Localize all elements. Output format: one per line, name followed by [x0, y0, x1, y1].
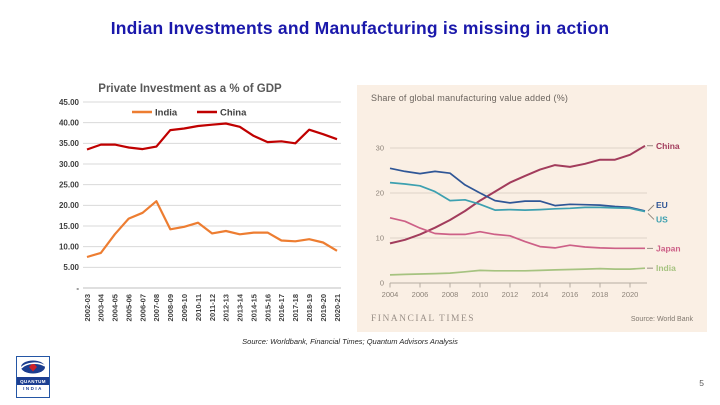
japan-line: [389, 216, 645, 250]
x-tick-label: 2015-16: [263, 294, 272, 322]
y-tick-label: 35.00: [59, 139, 80, 148]
private-investment-plot: - 5.00 10.00 15.00 20.00 25.00 30.00 35.00 40.00…: [59, 98, 342, 322]
page-number: 5: [699, 378, 704, 388]
x-tick-label: 2005-06: [124, 294, 133, 322]
quantum-swoosh-icon: [20, 360, 46, 374]
private-investment-chart-title: Private Investment as a % of GDP: [98, 83, 282, 95]
slide-title: Indian Investments and Manufacturing is …: [110, 18, 610, 38]
x-tick-label: 2008-09: [166, 294, 175, 322]
india-line: [86, 200, 338, 259]
y-tick-label: 5.00: [63, 263, 79, 272]
x-tick-label: 2012: [502, 290, 519, 299]
y-tick-label: 20.00: [59, 201, 80, 210]
y-tick-label: 10.00: [59, 242, 80, 251]
y-tick-label: 40.00: [59, 118, 80, 127]
series-label-eu: EU: [656, 200, 668, 210]
x-tick-label: 2016: [562, 290, 579, 299]
x-tick-label: 2012-13: [222, 294, 231, 322]
y-tick-label: 0: [380, 279, 384, 288]
source-note: Source: Worldbank, Financial Times; Quan…: [242, 337, 458, 346]
india-line: [389, 267, 646, 276]
x-tick-label: 2006-07: [138, 294, 147, 322]
x-tick-label: 2014-15: [249, 294, 258, 322]
label-tick-us: [647, 213, 655, 220]
x-tick-label: 2004: [382, 290, 399, 299]
quantum-logo-icon: [17, 357, 49, 377]
x-tick-label: 2010-11: [194, 294, 203, 321]
x-tick-label: 2010: [472, 290, 489, 299]
x-tick-label: 2013-14: [236, 293, 245, 321]
ft-chart-title: Share of global manufacturing value adde…: [371, 93, 569, 103]
x-tick-label: 2009-10: [180, 294, 189, 322]
x-tick-label: 2004-05: [111, 294, 120, 322]
y-tick-label: -: [76, 284, 79, 293]
x-tick-label: 2020-21: [333, 294, 342, 322]
y-tick-label: 20: [376, 189, 384, 198]
ft-source-label: Source: World Bank: [630, 316, 693, 323]
private-investment-chart: Private Investment as a % of GDP - 5.00 10…: [35, 80, 345, 342]
y-tick-label: 45.00: [59, 98, 80, 107]
x-tick-label: 2017-18: [291, 294, 300, 322]
series-label-india: India: [656, 263, 676, 273]
x-tick-label: 2020: [622, 290, 639, 299]
ft-manufacturing-plot: 0 10 20 30 2004 2006 2008 2010 2012 2014 2016 2018 2…: [376, 141, 681, 299]
y-tick-label: 30.00: [59, 160, 80, 169]
x-tick-label: 2006: [412, 290, 429, 299]
x-tick-label: 2002-03: [83, 294, 92, 322]
x-tick-label: 2018: [592, 290, 609, 299]
series-label-japan: Japan: [656, 243, 681, 253]
financial-times-wordmark: FINANCIAL TIMES: [371, 314, 476, 324]
x-tick-label: 2014: [532, 290, 549, 299]
y-tick-label: 25.00: [59, 180, 80, 189]
eu-line: [389, 167, 646, 212]
label-tick-eu: [647, 204, 655, 212]
legend-label-india: India: [155, 108, 178, 119]
us-line: [389, 181, 646, 213]
x-tick-label: 2019-20: [319, 294, 328, 322]
series-label-china: China: [656, 141, 680, 151]
quantum-logo-country: INDIA: [23, 386, 43, 391]
ft-manufacturing-chart: Share of global manufacturing value adde…: [357, 85, 707, 332]
x-tick-label: 2003-04: [97, 293, 106, 321]
x-tick-label: 2011-12: [208, 294, 217, 321]
series-label-us: US: [656, 214, 668, 224]
china-line: [389, 144, 646, 245]
x-tick-label: 2008: [442, 290, 459, 299]
quantum-india-logo: QUANTUM INDIA: [16, 356, 50, 398]
x-tick-label: 2007-08: [152, 294, 161, 322]
x-tick-label: 2018-19: [305, 294, 314, 322]
china-line: [86, 122, 338, 151]
x-tick-label: 2016-17: [277, 294, 286, 322]
y-tick-label: 30: [376, 144, 384, 153]
quantum-logo-brand: QUANTUM: [17, 377, 49, 385]
legend-label-china: China: [220, 108, 247, 119]
y-tick-label: 15.00: [59, 222, 80, 231]
y-tick-label: 10: [376, 234, 384, 243]
